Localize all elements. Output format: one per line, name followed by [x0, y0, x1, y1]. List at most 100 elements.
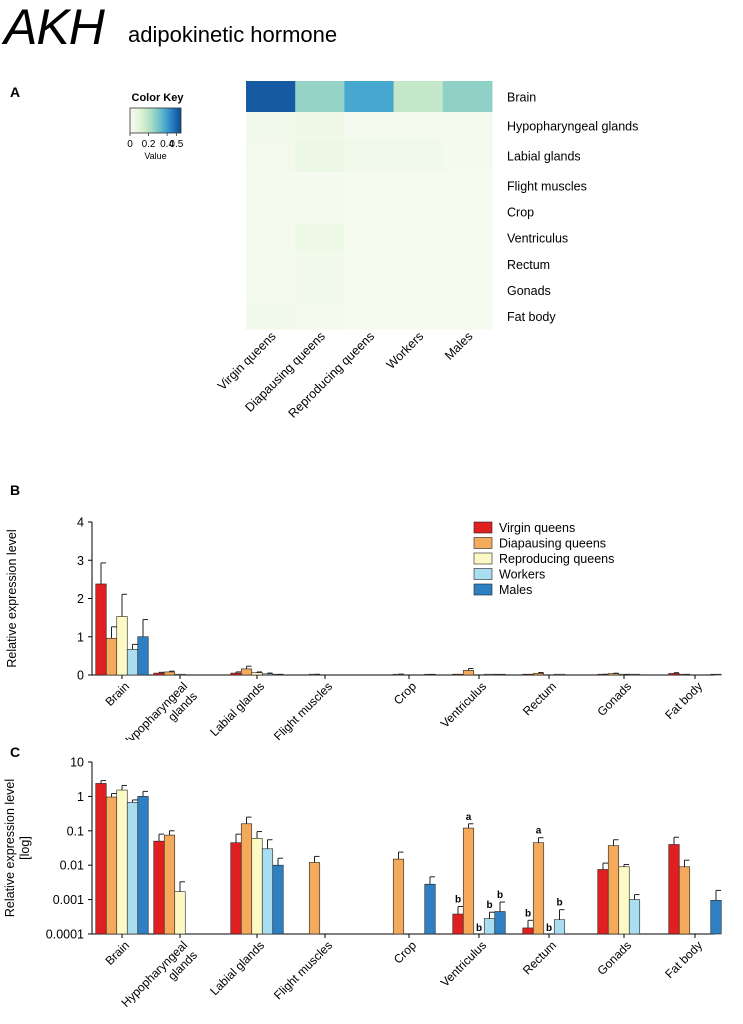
bar — [710, 900, 722, 935]
legend-label: Diapausing queens — [499, 537, 606, 551]
bar — [462, 827, 475, 935]
heatmap-cell — [344, 139, 395, 173]
heatmap-cell — [246, 112, 296, 140]
bar — [137, 636, 149, 676]
x-tick-label-line: Gonads — [595, 938, 635, 978]
legend-label: Males — [499, 583, 532, 597]
heatmap-cell — [344, 199, 395, 225]
bar — [522, 673, 534, 676]
x-tick-label-line: Crop — [391, 679, 420, 708]
bar — [607, 673, 620, 676]
bar-chart-log: 10 1 0.1 0.01 0.001 0.0001 Relative expression… — [3, 756, 722, 1020]
x-tick-label-line: Fat body — [662, 938, 705, 981]
heatmap-cell — [344, 277, 395, 304]
heatmap-cell — [295, 251, 345, 278]
legend-swatch — [473, 552, 493, 565]
heatmap-cell — [344, 303, 395, 330]
y-axis-label: Relative expression level — [3, 779, 17, 917]
x-tick-label-line: Crop — [391, 938, 420, 967]
significance-letter: b — [525, 908, 531, 919]
heatmap-cell — [442, 199, 493, 225]
heatmap-cell — [442, 81, 493, 113]
significance-letter: b — [497, 890, 503, 901]
heatmap-row-label: Ventriculus — [507, 232, 568, 246]
x-tick-label: Labial glands — [207, 679, 267, 739]
bar — [597, 869, 609, 935]
color-key-xlabel: Value — [144, 151, 166, 161]
bar — [452, 913, 464, 935]
color-key-bar — [129, 107, 182, 134]
heatmap-row-label: Hypopharyngeal glands — [507, 120, 638, 134]
y-tick-label: 10 — [70, 756, 84, 770]
x-tick-label: Gonads — [595, 679, 635, 719]
x-tick-label: Brain — [102, 679, 132, 709]
x-tick-label: Flight muscles — [271, 679, 335, 740]
bar — [240, 823, 253, 935]
x-tick-label-line: Flight muscles — [271, 679, 335, 740]
bar — [251, 672, 263, 676]
bar — [240, 668, 253, 676]
bar — [607, 845, 620, 935]
x-tick-label: Brain — [102, 938, 132, 968]
heatmap-cell — [246, 81, 296, 113]
heatmap-cell — [393, 81, 444, 113]
legend-swatch — [473, 537, 493, 549]
heatmap-col-label: Workers — [384, 329, 427, 372]
heatmap-cell — [295, 172, 345, 200]
x-tick-label-line: Rectum — [520, 679, 559, 718]
bar — [261, 673, 274, 676]
bar — [628, 673, 641, 676]
x-tick-label-line: Gonads — [595, 679, 635, 719]
x-tick-label: Gonads — [595, 938, 635, 978]
heatmap-row-label: Fat body — [507, 310, 556, 324]
x-tick-label-line: Labial glands — [207, 938, 267, 998]
x-tick-label: Ventriculus — [438, 938, 489, 989]
bar — [116, 616, 128, 676]
bar — [678, 866, 691, 935]
y-tick-label: 0 — [77, 669, 84, 683]
x-tick-label-line: Ventriculus — [438, 679, 489, 730]
heatmap-cell — [344, 251, 395, 278]
heatmap-cell — [246, 277, 296, 304]
panel-label-c: C — [10, 744, 21, 760]
heatmap-cell — [344, 172, 395, 200]
x-tick-label: Crop — [391, 679, 420, 708]
x-tick-label-line: Brain — [102, 938, 132, 968]
panel-label-b: B — [10, 482, 21, 498]
bar — [153, 672, 165, 676]
heatmap-row-label: Gonads — [507, 284, 551, 298]
y-tick-label: 0.0001 — [46, 928, 84, 942]
heatmap-cell — [246, 303, 296, 330]
y-axis-label-2: [log] — [18, 836, 32, 860]
heatmap-cell — [295, 112, 345, 140]
heatmap-cell — [393, 172, 444, 200]
bar — [553, 919, 566, 935]
gene-title: AKH — [4, 0, 105, 55]
heatmap-cell — [393, 251, 444, 278]
heatmap-cell — [393, 112, 444, 140]
heatmap-cell — [393, 277, 444, 304]
bar — [105, 796, 118, 935]
x-tick-label: Fat body — [662, 679, 705, 722]
bar — [532, 842, 545, 935]
panel-label-a: A — [10, 84, 21, 100]
bar — [126, 649, 139, 676]
x-tick-label-line: Flight muscles — [271, 938, 335, 1002]
bar — [392, 858, 405, 935]
bar — [126, 802, 139, 935]
y-tick-label: 2 — [77, 592, 84, 606]
color-key-tick-label: 0.2 — [142, 139, 156, 150]
bar — [163, 834, 176, 935]
legend-label: Reproducing queens — [499, 552, 614, 566]
legend-swatch — [473, 568, 493, 580]
bar — [95, 583, 107, 676]
bar — [116, 789, 128, 935]
bar — [494, 911, 506, 935]
y-tick-label: 4 — [77, 516, 84, 530]
heatmap-cell — [442, 303, 493, 330]
y-tick-label: 0.01 — [60, 859, 84, 873]
x-tick-label-line: Labial glands — [207, 679, 267, 739]
heatmap-cell — [344, 224, 395, 252]
x-tick-label: Hypopharyngealglands — [118, 938, 200, 1020]
